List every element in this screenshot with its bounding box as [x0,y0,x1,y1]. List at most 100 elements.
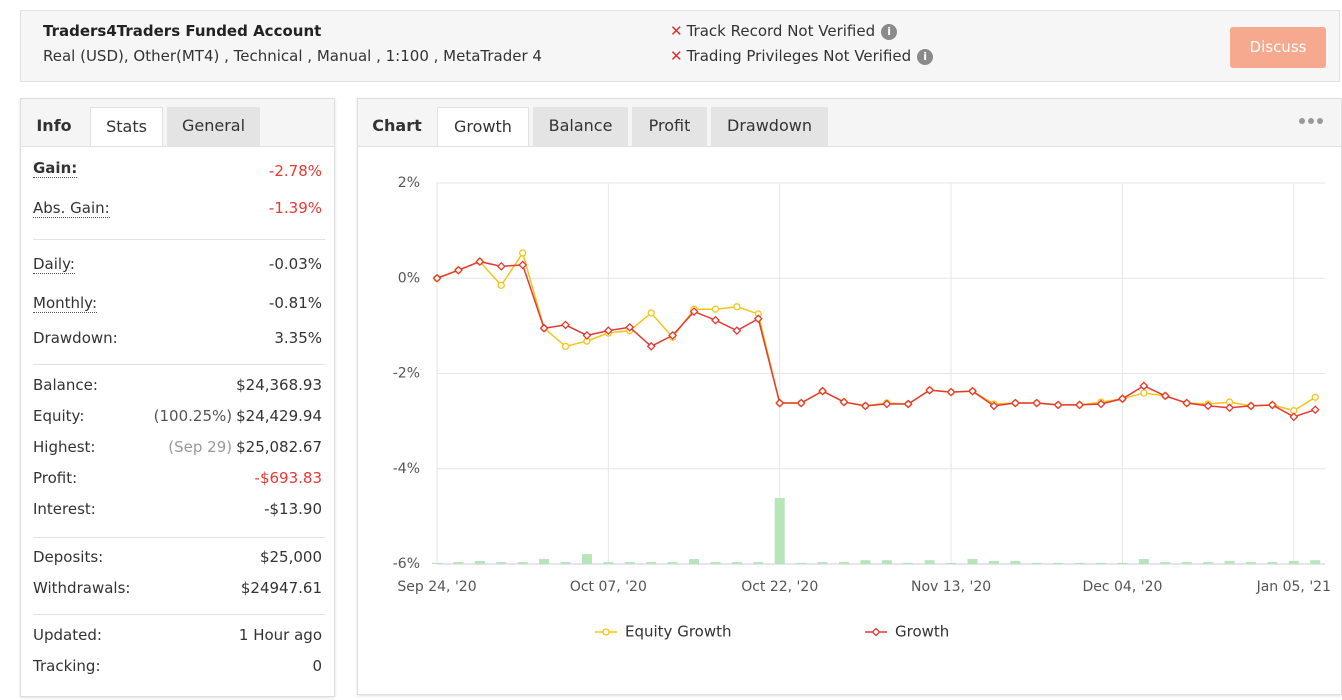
point-marker [647,309,655,317]
point-marker [539,323,549,333]
x-tick-label: Dec 04, '20 [1082,579,1162,595]
point-marker [1118,394,1127,404]
stat-value-text: -0.81% [268,294,322,312]
point-marker [561,342,570,351]
volume-bar [1245,562,1256,564]
chart-panel: Chart Growth Balance Profit Drawdown [357,98,1342,695]
stat-value: $24,368.93 [236,376,322,394]
stat-label: Abs. Gain: [33,199,110,218]
series-line [436,260,1316,418]
separator [33,614,325,615]
separator [33,239,325,240]
point-marker [1160,391,1170,401]
volume-bar [453,562,464,564]
x-tick-label: Nov 13, '20 [911,579,991,595]
stat-label: Tracking: [33,657,101,675]
stat-label: Balance: [33,376,98,394]
warning: ✕ Track Record Not Verified i [670,22,898,40]
legend-marker [871,627,881,637]
tab[interactable]: Info [36,116,72,135]
stat-value-text: -0.03% [268,255,322,273]
volume-bar [1117,562,1128,564]
volume-bar [838,562,849,564]
stat-label-text: Abs. Gain: [33,199,110,218]
stat-label-text: Equity: [33,407,85,425]
point-marker [925,385,935,395]
tab[interactable]: Drawdown [711,107,828,146]
volume-bar [1010,560,1021,564]
stat-label: Drawdown: [33,329,118,347]
x-tick-label: Oct 22, '20 [741,579,818,595]
volume-bar [753,562,764,564]
more-menu[interactable] [1298,116,1326,126]
stat-value-text: -$13.90 [264,500,322,518]
stat-label-text: Daily: [33,255,75,274]
volume-bar [988,560,999,564]
tab[interactable]: Chart [372,116,422,135]
stat-label: Interest: [33,500,96,518]
discuss-button[interactable]: Discuss [1230,27,1326,68]
point-marker [1203,401,1213,411]
point-marker [1225,403,1234,413]
tab[interactable]: Stats [90,107,163,146]
stat-label-text: Highest: [33,438,96,456]
tab[interactable]: Balance [533,107,628,146]
stat-value: -0.03% [269,255,322,273]
point-marker [860,401,870,411]
series-line [436,251,1316,412]
account-subtitle: Real (USD), Other(MT4) , Technical , Man… [43,47,542,65]
stat-label: Monthly: [33,294,98,313]
x-tick-label: Oct 07, '20 [570,579,647,595]
stat-value: -$13.90 [264,500,322,518]
volume-bar [646,562,657,564]
point-marker [839,397,849,407]
point-marker [432,273,442,283]
info-icon[interactable]: i [881,24,898,40]
volume-bar [1288,560,1299,564]
stat-value-text: 3.35% [274,329,322,347]
stat-value-text: $24947.61 [240,579,322,597]
volume-bar [496,562,507,564]
warning-text: Trading Privileges Not Verified [686,47,912,65]
volume-bar [774,498,785,564]
volume-bar [603,562,614,564]
point-marker [732,326,742,336]
stat-value-text: 0 [312,657,322,675]
point-marker [454,265,463,275]
stat-label-text: Balance: [33,376,98,394]
volume-bar [731,562,742,564]
y-tick-label: 2% [398,175,420,191]
point-marker [753,314,763,324]
point-marker [646,341,656,351]
y-tick-label: 0% [398,270,420,286]
y-tick-label: -4% [393,461,420,477]
stat-note: (Sep 29) [168,438,233,456]
volume-bar [474,560,485,564]
tab[interactable]: Growth [437,107,529,146]
volume-bar [1203,562,1214,564]
legend-label: Growth [895,623,949,641]
volume-bar [581,554,592,564]
point-marker [668,330,678,340]
point-marker [1246,401,1256,411]
point-marker [796,398,806,408]
info-icon[interactable]: i [917,49,934,65]
volume-bar [796,562,807,564]
point-marker [496,261,506,271]
stat-value: (100.25%) $24,429.94 [154,407,322,425]
stat-value-text: -2.78% [268,162,322,180]
tab[interactable]: Profit [632,107,707,146]
stat-value: 3.35% [274,329,322,347]
stat-value: $24947.61 [241,579,322,597]
volume-bar [1031,562,1042,564]
stat-label-text: Deposits: [33,548,104,566]
stat-label: Profit: [33,469,77,487]
stat-label: Updated: [33,626,102,644]
stat-value: 0 [312,657,322,675]
stat-label: Daily: [33,255,75,274]
stat-label: Highest: [33,438,95,456]
volume-bar [1074,562,1085,564]
tab[interactable]: General [167,107,260,146]
